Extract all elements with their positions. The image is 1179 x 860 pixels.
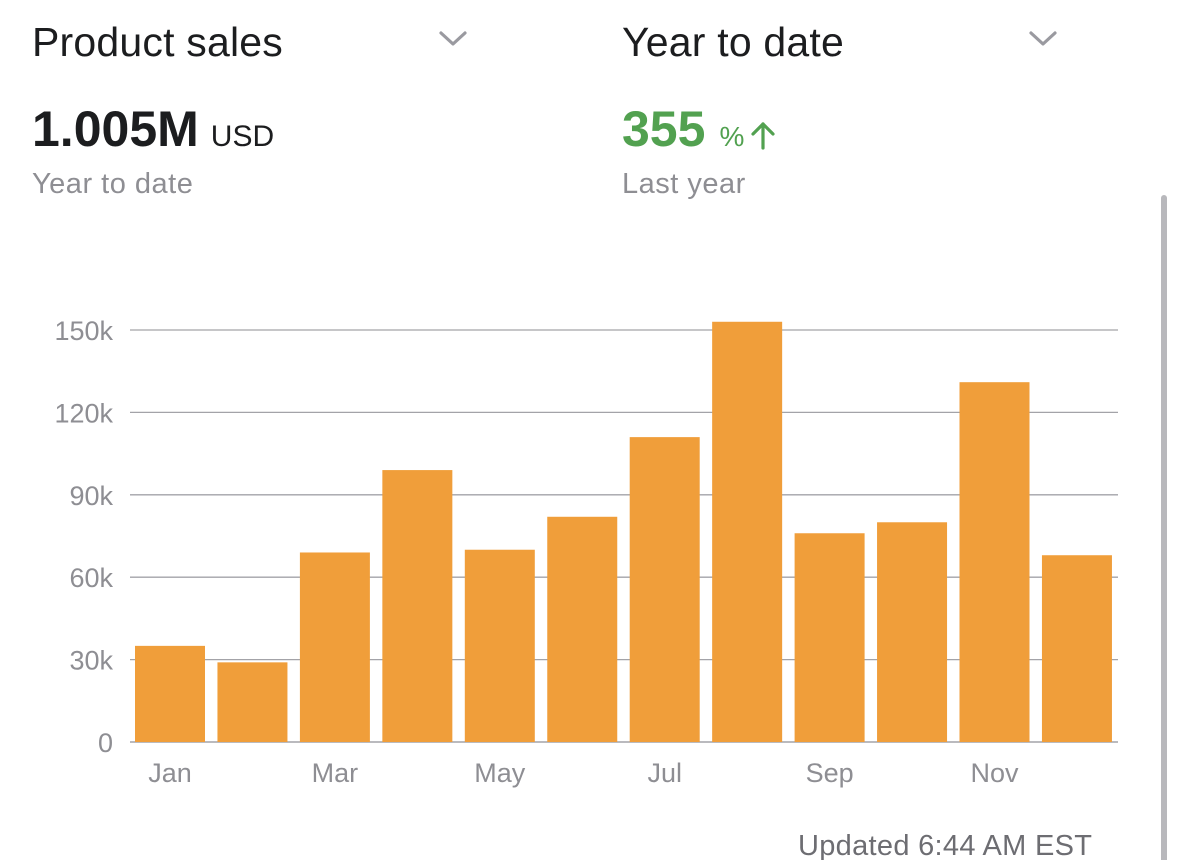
bar-dec[interactable]: [1041, 555, 1112, 742]
change-unit: %: [719, 121, 745, 152]
period-selector-dropdown[interactable]: Year to date: [622, 14, 1062, 70]
chevron-down-icon: [1029, 31, 1057, 46]
x-tick-label: Jan: [148, 758, 192, 788]
y-tick-label: 0: [98, 728, 113, 758]
bar-mar[interactable]: [299, 552, 370, 742]
bar-nov[interactable]: [959, 382, 1030, 742]
y-tick-label: 90k: [69, 481, 113, 511]
change-caption: Last year: [622, 168, 746, 200]
bar-jun[interactable]: [547, 516, 618, 742]
chart-x-axis-labels: Jan Mar May Jul Sep Nov: [148, 758, 1019, 788]
x-tick-label: Mar: [312, 758, 359, 788]
metric-selector-dropdown[interactable]: Product sales: [32, 14, 472, 70]
bar-apr[interactable]: [382, 470, 453, 742]
bar-oct[interactable]: [877, 522, 948, 742]
total-sales-summary: 1.005M USD Year to date: [32, 100, 274, 201]
chart-bars: [135, 321, 1112, 742]
bar-jan[interactable]: [135, 645, 205, 742]
y-tick-label: 30k: [69, 646, 113, 676]
change-value: 355: [622, 101, 706, 157]
period-selector-label: Year to date: [622, 18, 845, 65]
bar-feb[interactable]: [217, 662, 288, 742]
x-tick-label: Nov: [970, 758, 1019, 788]
total-sales-caption: Year to date: [32, 168, 194, 200]
bar-jul[interactable]: [629, 437, 700, 742]
x-tick-label: May: [474, 758, 526, 788]
metric-selector-label: Product sales: [32, 18, 284, 65]
chart-y-axis-labels: 0 30k 60k 90k 120k 150k: [54, 316, 113, 758]
y-tick-label: 60k: [69, 563, 113, 593]
total-sales-unit: USD: [210, 120, 275, 153]
arrow-up-icon: [751, 122, 775, 150]
chevron-down-icon: [439, 31, 467, 46]
x-tick-label: Jul: [647, 758, 682, 788]
bar-sep[interactable]: [794, 533, 865, 742]
x-tick-label: Sep: [806, 758, 854, 788]
updated-timestamp: Updated 6:44 AM EST: [798, 830, 1093, 860]
bar-aug[interactable]: [712, 321, 783, 742]
y-tick-label: 120k: [54, 398, 113, 428]
vertical-scrollbar[interactable]: [1161, 195, 1167, 860]
y-tick-label: 150k: [54, 316, 113, 346]
bar-may[interactable]: [464, 549, 535, 742]
change-summary: 355 % Last year: [622, 100, 776, 201]
chart-gridlines: [130, 329, 1118, 743]
total-sales-value: 1.005M: [32, 101, 199, 157]
